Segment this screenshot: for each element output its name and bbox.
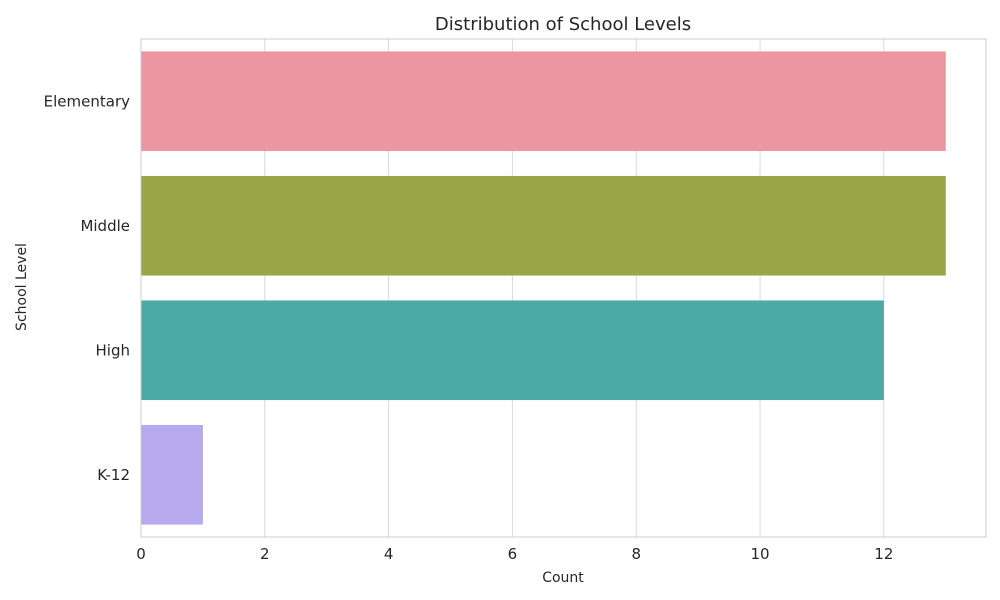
plot-area: Elementary Middle High K-12 0 2 4 6 8 10 12 — [44, 38, 987, 563]
x-tick-label: 6 — [508, 545, 518, 563]
plot-frame — [140, 38, 987, 538]
x-tick-label: 4 — [384, 545, 394, 563]
bar-k-12 — [141, 424, 203, 525]
x-tick-label: 8 — [631, 545, 641, 563]
y-axis-label: School Level — [14, 243, 30, 331]
y-tick-label: K-12 — [97, 466, 130, 484]
x-tick-label: 2 — [260, 545, 270, 563]
chart-title: Distribution of School Levels — [435, 14, 691, 35]
x-tick-label: 12 — [874, 545, 893, 563]
y-tick-label: Elementary — [44, 92, 130, 110]
bar-elementary — [141, 51, 946, 152]
x-tick-label: 0 — [136, 545, 146, 563]
y-tick-label: Middle — [80, 217, 130, 235]
bar-middle — [141, 175, 946, 276]
x-axis-label: Count — [542, 570, 584, 586]
bar-high — [141, 300, 884, 401]
x-tick-label: 10 — [751, 545, 770, 563]
y-tick-label: High — [96, 341, 130, 359]
